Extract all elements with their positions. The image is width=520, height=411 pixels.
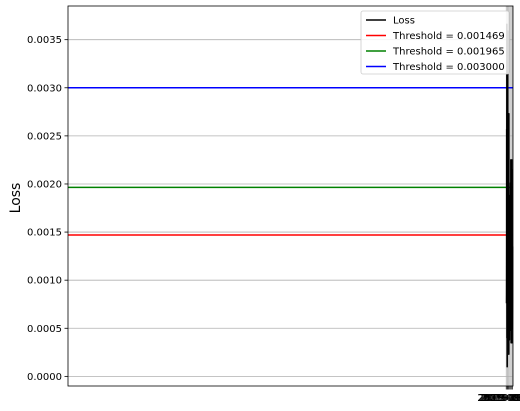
y-tick-label: 0.0015 bbox=[27, 228, 62, 239]
legend-entry: Threshold = 0.001469 bbox=[392, 31, 505, 42]
x-tick-label: 2019-09-04 bbox=[482, 393, 520, 404]
y-tick-label: 0.0025 bbox=[27, 131, 62, 142]
y-tick-label: 0.0010 bbox=[27, 276, 62, 287]
x-tick-label: 2019-09-01 bbox=[478, 393, 520, 404]
x-tick-label: 2019-08-31 bbox=[477, 393, 520, 404]
series-line-loss bbox=[505, 23, 514, 368]
legend-entry: Threshold = 0.003000 bbox=[392, 62, 505, 73]
legend-entry: Threshold = 0.001965 bbox=[392, 47, 505, 58]
plot-frame bbox=[67, 5, 514, 387]
y-axis-label: Loss bbox=[8, 183, 24, 214]
y-tick-label: 0.0035 bbox=[27, 35, 62, 46]
legend-entry: Loss bbox=[393, 16, 415, 27]
y-tick-label: 0.0030 bbox=[27, 83, 62, 94]
y-tick-label: 0.0000 bbox=[27, 372, 62, 383]
x-tick-label: 2019-09-02 bbox=[480, 393, 520, 404]
threshold-lines bbox=[68, 87, 513, 236]
x-axis: 2019-08-312019-09-012019-09-022019-09-03… bbox=[477, 386, 520, 404]
legend: Loss Threshold = 0.001469 Threshold = 0.00… bbox=[360, 10, 510, 75]
y-tick-label: 0.0005 bbox=[27, 324, 62, 335]
y-axis: 0.0000 0.0005 0.0010 0.0015 0.0020 0.0025 0.00… bbox=[27, 35, 68, 383]
x-tick-label: 2019-09-03 bbox=[481, 393, 520, 404]
y-tick-label: 0.0020 bbox=[27, 179, 62, 190]
legend-box bbox=[360, 10, 510, 75]
x-tick-label: 2019-09-05 bbox=[483, 393, 520, 404]
